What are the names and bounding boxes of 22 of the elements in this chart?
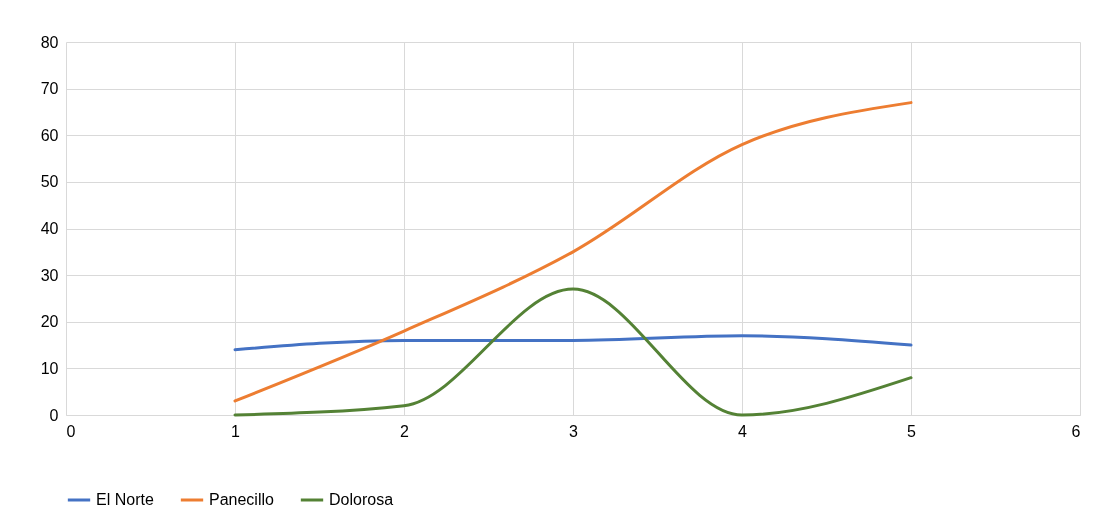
line-series	[233, 101, 913, 403]
legend-label: El Norte	[96, 491, 154, 508]
y-tick-label: 70	[40, 80, 59, 98]
x-tick-label: 2	[400, 422, 410, 440]
x-tick-label: 3	[569, 422, 579, 440]
line-series	[233, 334, 913, 352]
legend-label: Dolorosa	[329, 491, 394, 508]
y-tick-label: 10	[40, 359, 59, 377]
legend-label: Panecillo	[209, 491, 275, 508]
line-series	[233, 287, 913, 417]
y-tick-label: 50	[40, 173, 59, 191]
y-tick-label: 0	[49, 406, 59, 424]
y-tick-label: 80	[40, 33, 59, 51]
y-tick-label: 20	[40, 313, 59, 331]
x-tick-label: 1	[231, 422, 241, 440]
x-tick-label: 0	[66, 422, 76, 440]
y-tick-label: 60	[40, 126, 59, 144]
x-tick-label: 5	[907, 422, 917, 440]
y-tick-label: 40	[40, 220, 59, 237]
x-tick-label: 4	[738, 422, 748, 440]
x-tick-label: 6	[1071, 422, 1081, 440]
y-tick-label: 30	[40, 266, 59, 284]
